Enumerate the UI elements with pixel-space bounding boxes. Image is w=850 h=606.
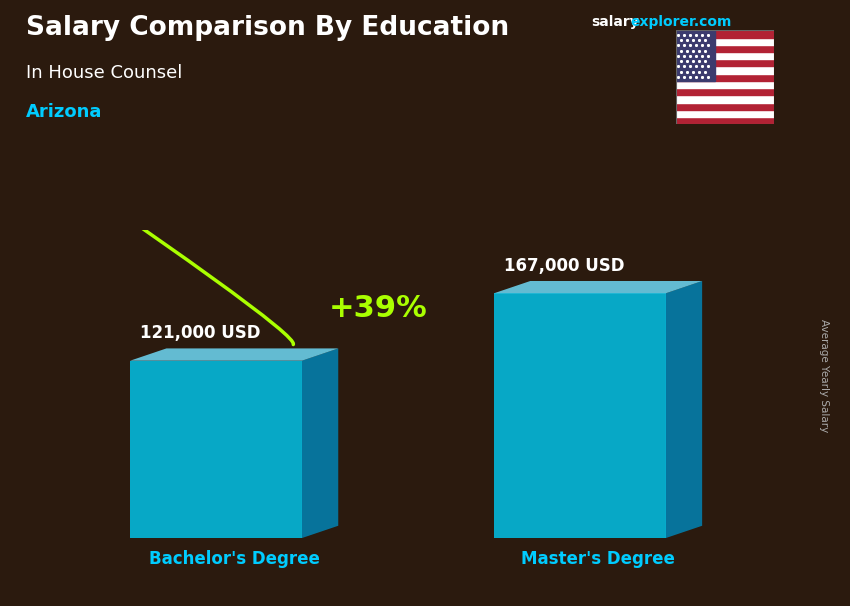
Bar: [676, 88, 774, 95]
Bar: [676, 38, 774, 45]
Bar: [676, 30, 715, 81]
Polygon shape: [666, 281, 702, 538]
Bar: [676, 74, 774, 81]
Text: Arizona: Arizona: [26, 103, 102, 121]
Text: 167,000 USD: 167,000 USD: [504, 257, 625, 275]
Bar: [676, 117, 774, 124]
Text: Bachelor's Degree: Bachelor's Degree: [149, 550, 320, 568]
Text: Average Yearly Salary: Average Yearly Salary: [819, 319, 829, 432]
Bar: [676, 102, 774, 110]
Bar: [676, 30, 774, 38]
Text: In House Counsel: In House Counsel: [26, 64, 182, 82]
Polygon shape: [302, 348, 338, 538]
Bar: [676, 81, 774, 88]
Bar: [676, 110, 774, 117]
Polygon shape: [494, 293, 666, 538]
Bar: [676, 67, 774, 74]
Text: salary: salary: [591, 15, 638, 29]
Text: Master's Degree: Master's Degree: [521, 550, 675, 568]
Polygon shape: [130, 361, 302, 538]
Bar: [676, 52, 774, 59]
Text: +39%: +39%: [328, 294, 427, 323]
Bar: [676, 95, 774, 102]
Text: explorer.com: explorer.com: [631, 15, 732, 29]
Bar: [676, 45, 774, 52]
Bar: [676, 59, 774, 67]
Polygon shape: [130, 348, 338, 361]
FancyArrowPatch shape: [0, 0, 293, 345]
Text: Salary Comparison By Education: Salary Comparison By Education: [26, 15, 508, 41]
Polygon shape: [494, 281, 702, 293]
Text: 121,000 USD: 121,000 USD: [140, 324, 261, 342]
